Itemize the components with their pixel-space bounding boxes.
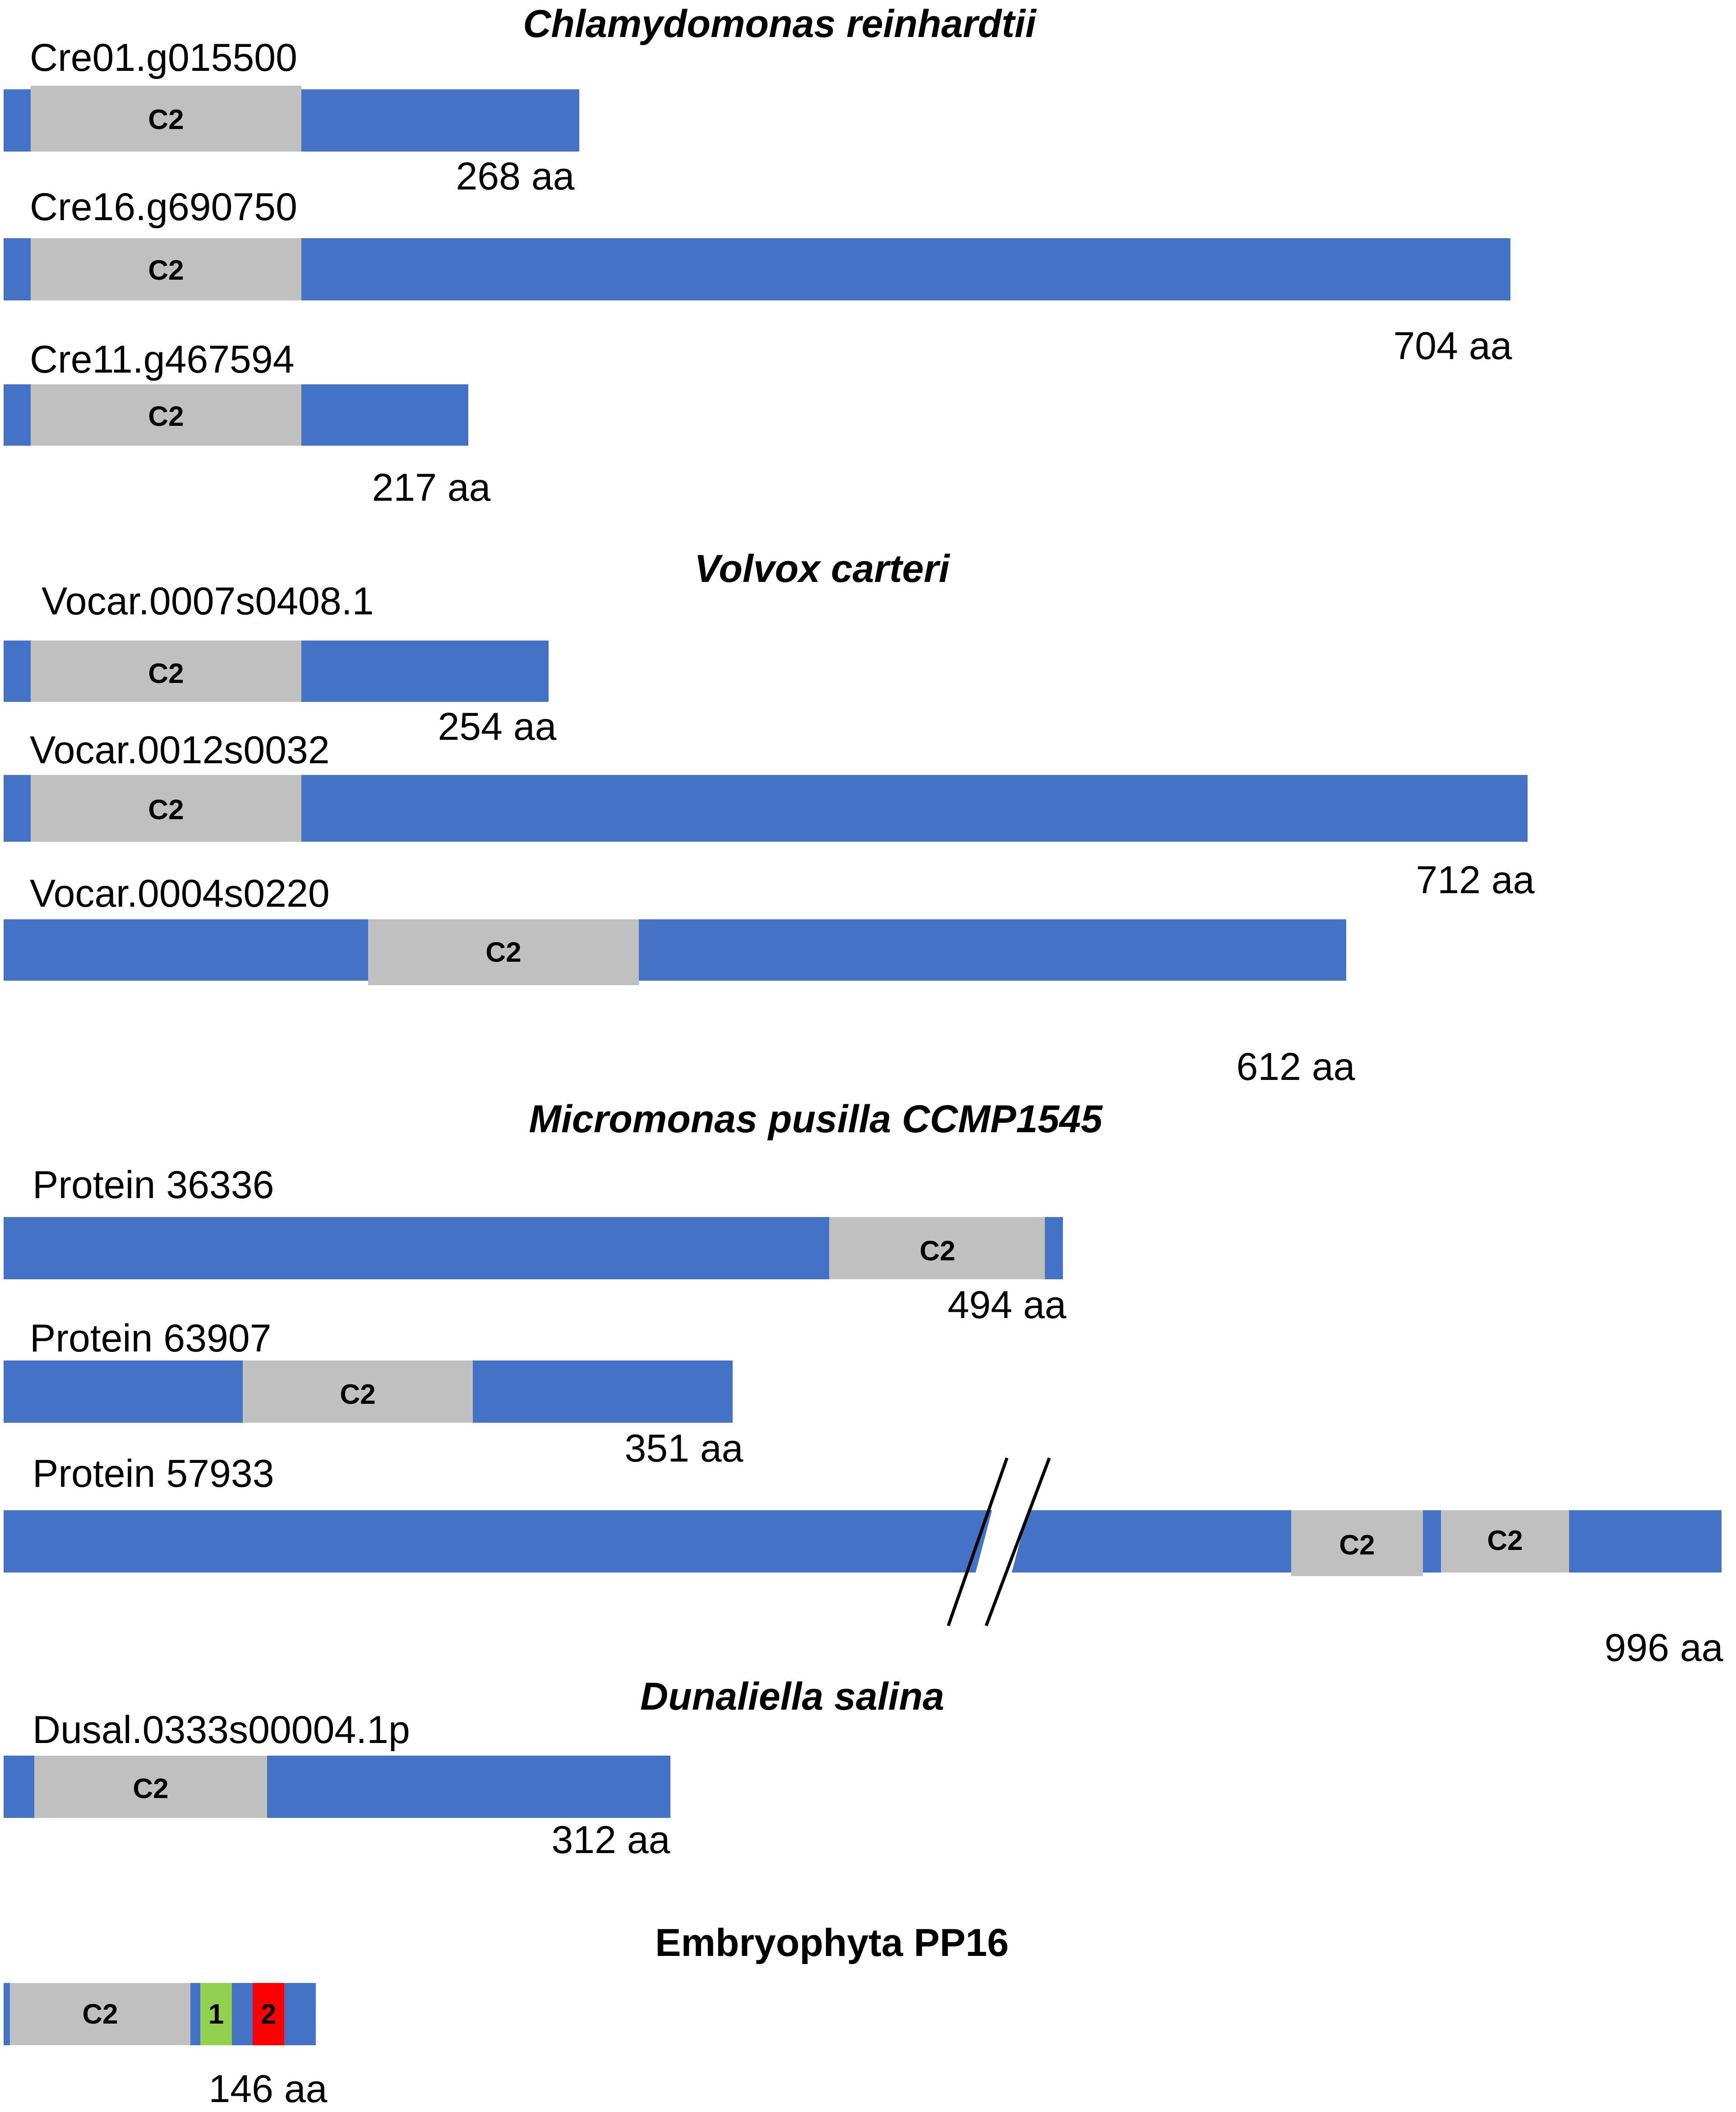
species-group-volvox: Volvox carteri Vocar.0007s0408.1 C2 254 …	[4, 547, 1535, 1088]
protein-cre01-g015500: Cre01.g015500 C2 268 aa	[4, 36, 579, 198]
length-label: 712 aa	[1416, 858, 1534, 902]
length-label: 312 aa	[551, 1818, 670, 1862]
c2-domain-second	[1441, 1510, 1569, 1572]
length-label: 217 aa	[372, 466, 490, 509]
protein-name: Protein 57933	[32, 1452, 274, 1495]
protein-name: Cre01.g015500	[30, 36, 297, 79]
motif-2	[253, 1983, 284, 2045]
c2-domain	[31, 384, 301, 446]
domain-label: C2	[148, 658, 184, 689]
break-line-left	[946, 1457, 1009, 1627]
protein-vocar-0004s0220: Vocar.0004s0220 C2 612 aa	[4, 872, 1355, 1088]
sequence-break-marker	[946, 1457, 1051, 1628]
length-label: 351 aa	[624, 1427, 743, 1470]
c2-domain	[31, 86, 301, 152]
protein-name: Vocar.0012s0032	[30, 729, 330, 772]
protein-name: Cre16.g690750	[30, 185, 297, 229]
c2-domain	[34, 1756, 267, 1818]
protein-name: Protein 36336	[32, 1163, 274, 1207]
domain-label: C2	[82, 1999, 118, 2030]
protein-backbone	[4, 1510, 1722, 1572]
protein-63907: Protein 63907 C2 351 aa	[4, 1317, 743, 1470]
domain-label: C2	[133, 1773, 168, 1804]
domain-label: C2	[1487, 1525, 1523, 1556]
domain-label: C2	[919, 1236, 955, 1267]
motif-1-label: 1	[208, 1999, 224, 2030]
protein-vocar-0012s0032: Vocar.0012s0032 C2 712 aa	[4, 729, 1535, 902]
length-label: 268 aa	[456, 155, 574, 198]
domain-label: C2	[148, 255, 184, 286]
protein-name: Vocar.0004s0220	[30, 872, 330, 915]
domain-label: C2	[340, 1379, 375, 1410]
protein-vocar-0007s0408-1: Vocar.0007s0408.1 C2 254 aa	[4, 580, 557, 748]
protein-backbone	[4, 919, 1346, 981]
protein-pp16: C2 1 2 146 aa	[4, 1983, 328, 2111]
protein-cre16-g690750: Cre16.g690750 C2 704 aa	[4, 185, 1512, 368]
length-label: 612 aa	[1236, 1045, 1355, 1088]
domain-label: C2	[485, 937, 521, 968]
species-group-chlamydomonas: Chlamydomonas reinhardtii Cre01.g015500 …	[4, 2, 1512, 509]
species-title: Dunaliella salina	[640, 1675, 944, 1718]
length-label: 494 aa	[947, 1283, 1066, 1327]
protein-cre11-g467594: Cre11.g467594 C2 217 aa	[4, 338, 491, 509]
protein-name: Protein 63907	[30, 1317, 272, 1360]
species-group-embryophyta: Embryophyta PP16 C2 1 2 146 aa	[4, 1921, 1009, 2111]
c2-domain	[1291, 1510, 1423, 1576]
protein-name: Vocar.0007s0408.1	[42, 580, 374, 623]
species-title: Embryophyta PP16	[655, 1921, 1009, 1964]
protein-name: Cre11.g467594	[30, 338, 295, 381]
motif-1	[200, 1983, 232, 2045]
break-gap	[961, 1457, 1042, 1628]
domain-label: C2	[1339, 1530, 1375, 1561]
c2-domain	[31, 641, 301, 702]
domain-label: C2	[148, 794, 184, 825]
domain-label: C2	[148, 401, 184, 432]
length-label: 146 aa	[208, 2067, 327, 2111]
c2-domain	[31, 238, 301, 300]
species-title: Volvox carteri	[694, 547, 951, 590]
motif-2-label: 2	[261, 1999, 276, 2030]
length-label: 704 aa	[1393, 324, 1512, 368]
length-label: 996 aa	[1604, 1626, 1723, 1669]
species-group-micromonas: Micromonas pusilla CCMP1545 Protein 3633…	[4, 1098, 1723, 1669]
domain-label: C2	[148, 104, 184, 135]
species-group-dunaliella: Dunaliella salina Dusal.0333s00004.1p C2…	[4, 1675, 944, 1862]
length-label: 254 aa	[438, 705, 556, 748]
break-line-right	[984, 1457, 1051, 1627]
protein-36336: Protein 36336 C2 494 aa	[4, 1163, 1067, 1327]
c2-domain	[243, 1360, 473, 1423]
c2-domain	[368, 919, 639, 985]
protein-dusal-0333s00004-1p: Dusal.0333s00004.1p C2 312 aa	[4, 1708, 670, 1862]
c2-domain	[829, 1217, 1045, 1279]
protein-57933: Protein 57933 C2 C2 996 aa	[4, 1452, 1723, 1669]
c2-domain	[10, 1983, 190, 2045]
species-title: Chlamydomonas reinhardtii	[523, 2, 1037, 46]
c2-domain	[31, 775, 301, 842]
species-title: Micromonas pusilla CCMP1545	[529, 1098, 1103, 1141]
protein-name: Dusal.0333s00004.1p	[32, 1708, 410, 1752]
